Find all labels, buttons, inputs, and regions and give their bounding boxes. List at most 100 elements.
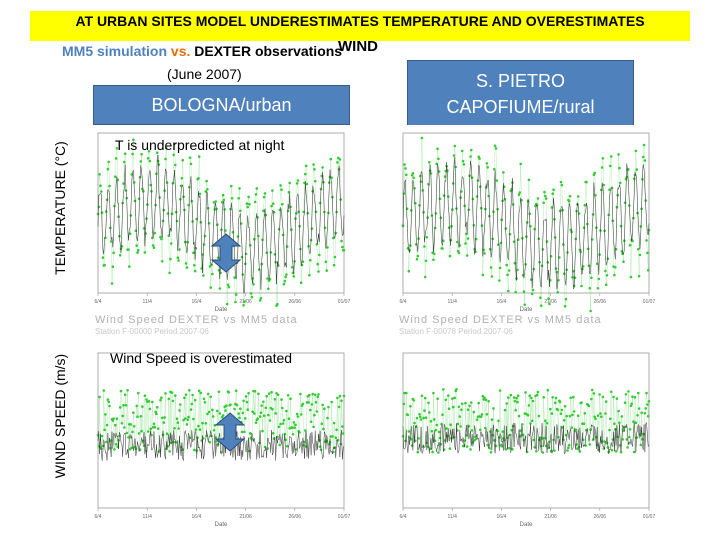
data-point [275,392,278,395]
data-point [403,163,406,166]
data-point [285,444,289,448]
data-point [464,401,467,405]
data-point [197,155,201,158]
data-point [592,392,596,395]
data-point [614,450,618,453]
data-point [160,396,163,399]
x-tick-label: 21/06 [239,514,252,520]
data-point [576,447,579,450]
data-point [146,430,150,433]
data-point [427,401,430,405]
data-point [546,388,550,392]
data-point [505,402,508,405]
data-point [299,392,302,396]
x-tick-label: 16/4 [192,514,202,520]
data-point [140,152,143,156]
data-point [598,393,601,396]
data-point [588,443,592,446]
x-tick-label: 11/4 [448,514,458,520]
data-point [539,304,543,307]
data-point [401,435,405,438]
chart-panel-urban-temperature: 6/4 11/4 16/4 21/06 26/06 01/07 Date [88,125,350,315]
data-point [444,398,448,402]
data-point [409,404,412,408]
data-point [286,394,290,397]
x-tick-label: 11/4 [143,299,153,305]
data-point [125,431,129,435]
data-point [114,443,118,446]
data-point [601,157,605,160]
data-point [110,282,114,285]
x-tick-label: 01/07 [643,299,655,305]
data-point [128,265,131,268]
x-tick-label: 01/07 [338,514,350,520]
title-banner [30,11,690,41]
x-tick-label: 01/07 [338,299,350,305]
data-point [622,260,625,263]
rural-wind-caption: Wind Speed DEXTER vs MM5 data [399,314,602,326]
data-point [126,389,129,392]
y-axis-label-temperature: TEMPERATURE (°C) [52,141,68,275]
data-point [416,450,420,454]
data-point [225,404,228,407]
data-point [213,423,217,427]
data-point [311,392,314,396]
data-point [507,446,511,450]
data-point [312,163,315,166]
data-point [626,446,629,449]
data-point [98,173,101,176]
x-tick-label: 6/4 [95,514,102,520]
data-point [160,260,164,263]
data-point [145,398,148,401]
data-point [151,400,154,404]
data-point [143,251,147,254]
data-point [639,443,643,447]
series-model-line [402,421,650,455]
x-tick-label: 26/06 [289,299,302,305]
data-point [276,393,280,397]
data-point [325,269,328,272]
x-axis-label: Date [520,522,533,528]
chart-urban-wind: 6/4 11/4 16/4 21/06 26/06 01/07 Date [95,352,350,528]
subtitle-dexter: DEXTER observations [194,43,343,59]
data-point [617,153,620,156]
x-tick-label: 16/4 [497,514,507,520]
chart-panel-rural-temperature: 6/4 11/4 16/4 21/06 26/06 01/07 Date [393,125,655,315]
data-point [490,418,494,421]
data-point [209,395,212,399]
data-point [615,397,619,400]
urban-wind-subcaption: Station F-00000 Period 2007-06 [95,327,209,336]
data-point [629,275,633,279]
data-point [470,401,473,404]
x-tick-label: 16/4 [192,299,202,305]
data-point [568,194,572,198]
plot-frame [402,352,650,509]
x-axis-label: Date [215,522,228,528]
subtitle-vs: vs. [170,43,191,59]
data-point [106,398,110,401]
x-axis-label: Date [215,307,228,313]
chart-panel-urban-wind: 6/4 11/4 16/4 21/06 26/06 01/07 Date [88,345,350,530]
data-point [308,273,311,277]
data-point [580,284,583,288]
data-point [292,275,296,278]
x-tick-label: 6/4 [95,299,102,305]
data-point [436,147,439,151]
data-point [234,389,238,392]
site-label-rural: S. PIETRO CAPOFIUME/rural [407,60,634,127]
double-arrow-wind-icon [214,412,246,452]
data-point [211,408,214,412]
data-point [262,400,265,404]
data-point [98,395,101,399]
data-point [627,390,630,393]
plot-frame [97,352,345,509]
data-point [483,252,486,255]
x-tick-label: 21/06 [544,299,557,305]
data-point [530,396,533,400]
x-tick-label: 11/4 [448,299,458,305]
data-point [460,149,464,153]
x-axis-label: Date [520,307,533,313]
data-point [637,391,640,395]
data-point [140,429,143,433]
data-point [515,396,518,400]
